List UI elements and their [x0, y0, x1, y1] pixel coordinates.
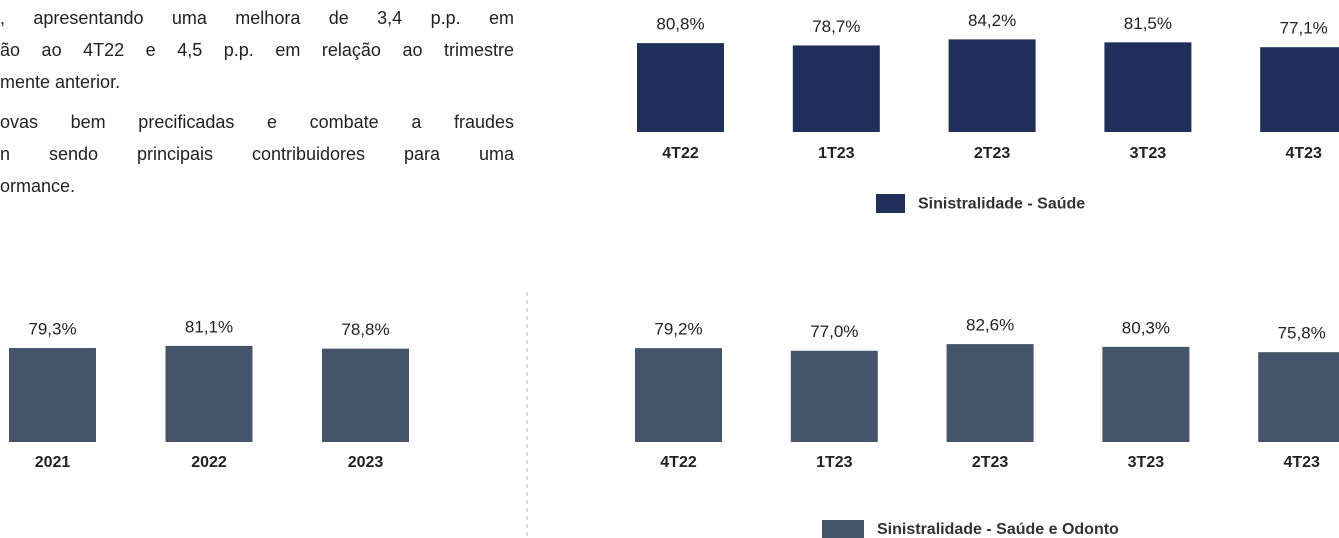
data-label: 81,5%: [1124, 14, 1172, 33]
bar: [1260, 47, 1339, 132]
bar: [165, 345, 253, 442]
data-label: 80,3%: [1122, 318, 1170, 337]
x-tick-label: 4T23: [1283, 454, 1320, 471]
bar: [635, 348, 722, 442]
legend-swatch: [822, 520, 864, 538]
x-tick-label: 2022: [191, 454, 227, 471]
text-line: ovas bem precificadas e combate a fraude…: [0, 112, 514, 132]
data-label: 77,0%: [810, 322, 858, 341]
legend-swatch: [876, 194, 905, 213]
text-line: mente anterior.: [0, 72, 121, 92]
x-tick-label: 2023: [348, 454, 384, 471]
x-tick-label: 3T23: [1128, 454, 1165, 471]
text-line: n sendo principais contribuidores para u…: [0, 144, 514, 164]
bar: [322, 348, 409, 442]
data-label: 79,3%: [28, 320, 76, 339]
x-tick-label: 1T23: [818, 145, 855, 162]
bar: [1104, 42, 1192, 132]
text-line: ormance.: [0, 176, 76, 196]
text-line: ão ao 4T22 e 4,5 p.p. em relação ao trim…: [0, 40, 514, 60]
bar: [790, 350, 878, 442]
x-tick-label: 1T23: [816, 454, 853, 471]
x-tick-label: 2T23: [972, 454, 1009, 471]
data-label: 77,1%: [1280, 19, 1328, 38]
x-tick-label: 3T23: [1130, 145, 1167, 162]
bar: [9, 348, 96, 442]
x-tick-label: 2021: [35, 454, 71, 471]
data-label: 78,8%: [341, 320, 389, 339]
legend-label: Sinistralidade - Saúde: [918, 196, 1085, 213]
data-label: 84,2%: [968, 11, 1016, 30]
bar: [1258, 352, 1339, 442]
paragraph: , apresentando uma melhora de 3,4 p.p. e…: [0, 2, 514, 98]
paragraph: ovas bem precificadas e combate a fraude…: [0, 106, 514, 202]
legend-label: Sinistralidade - Saúde e Odonto: [877, 521, 1119, 538]
data-label: 80,8%: [656, 15, 704, 34]
bar: [792, 45, 880, 132]
x-tick-label: 2T23: [974, 145, 1011, 162]
text-line: , apresentando uma melhora de 3,4 p.p. e…: [0, 8, 514, 28]
bar: [948, 39, 1036, 132]
x-tick-label: 4T22: [662, 145, 699, 162]
data-label: 79,2%: [654, 320, 702, 339]
x-tick-label: 4T22: [660, 454, 697, 471]
data-label: 75,8%: [1278, 324, 1326, 343]
bar: [637, 43, 724, 133]
x-tick-label: 4T23: [1285, 145, 1322, 162]
bar: [1102, 346, 1190, 442]
data-label: 78,7%: [812, 17, 860, 36]
data-label: 81,1%: [185, 317, 233, 336]
data-label: 82,6%: [966, 316, 1014, 335]
bar: [946, 344, 1034, 442]
